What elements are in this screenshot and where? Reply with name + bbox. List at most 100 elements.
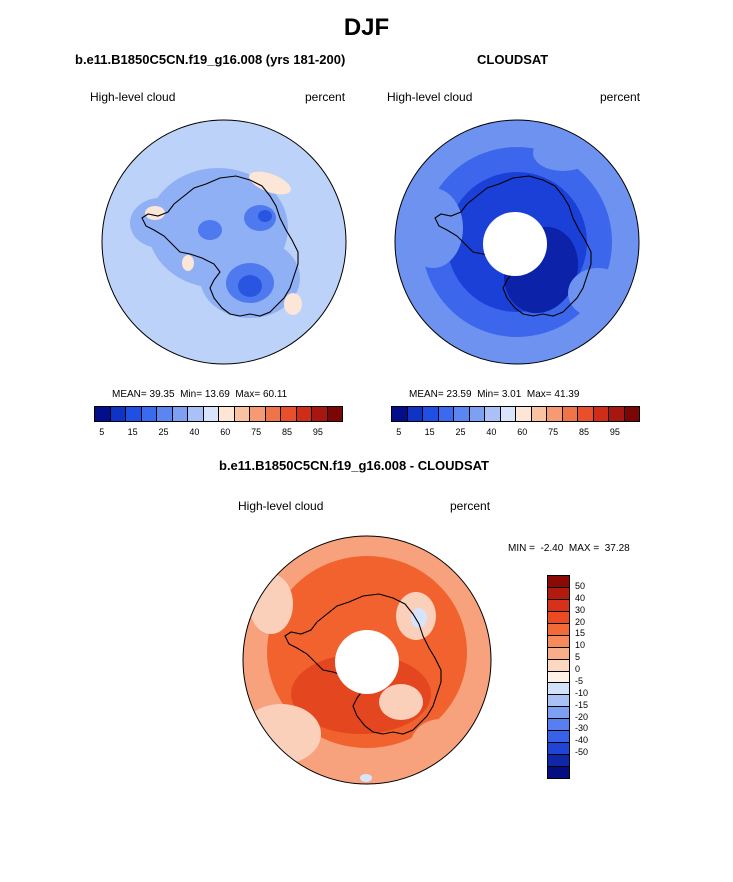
- panel1-colorbar-swatch: [126, 407, 142, 421]
- panel2-colorbar-swatch: [593, 407, 609, 421]
- panel1-colorbar-swatch: [296, 407, 312, 421]
- panel3-colorbar-swatch: [548, 743, 569, 756]
- panel1-colorbar-swatch: [327, 407, 342, 421]
- panel2-units-label: percent: [600, 90, 641, 104]
- panel2-cloud-region: [568, 268, 628, 318]
- panel3-colorbar-swatch: [548, 671, 569, 684]
- panel1-colorbar-tick-label: 60: [220, 427, 231, 437]
- panel2-colorbar: [391, 406, 640, 422]
- panel3-colorbar-swatch: [548, 576, 569, 588]
- panel3-variable-label: High-level cloud: [238, 499, 324, 513]
- panel3-coastline: [284, 593, 442, 735]
- panel2-cloud-region: [403, 188, 463, 268]
- panel3-polar-gap: [335, 630, 399, 694]
- panel3-diff-region: [411, 719, 471, 769]
- panel2-colorbar-swatch: [562, 407, 578, 421]
- panel3-polar-map: [242, 535, 492, 785]
- panel1-min-value: 13.69: [204, 389, 230, 400]
- panel3-colorbar-tick-label: 20: [575, 616, 586, 627]
- panel3-colorbar-swatch: [548, 587, 569, 600]
- panel1-units-label: percent: [305, 90, 346, 104]
- panel3-colorbar-swatch: [548, 707, 569, 720]
- panel1-colorbar-swatch: [172, 407, 188, 421]
- panel3-stats: MIN = -2.40 MAX = 37.28: [508, 543, 630, 554]
- panel2-colorbar-tick-label: 95: [609, 427, 620, 437]
- panel3-min-value: -2.40: [540, 543, 564, 554]
- panel3-cold-region: [411, 608, 427, 628]
- panel3-units-label: percent: [450, 499, 491, 513]
- panel1-cloud-region: [258, 210, 272, 222]
- panel2-colorbar-tick-label: 15: [424, 427, 435, 437]
- panel2-colorbar-swatch: [469, 407, 485, 421]
- panel2-stats: MEAN= 23.59 Min= 3.01 Max= 41.39: [409, 389, 580, 400]
- panel1-colorbar-swatch: [203, 407, 219, 421]
- panel3-colorbar-swatch: [548, 623, 569, 636]
- panel1-cloud-region: [198, 220, 222, 240]
- panel3-diff-region: [243, 704, 321, 764]
- panel1-colorbar-tick-label: 75: [251, 427, 262, 437]
- panel3-colorbar-swatch: [548, 719, 569, 732]
- panel1-colorbar-swatch: [312, 407, 328, 421]
- panel3-colorbar-tick-label: -20: [575, 711, 589, 722]
- panel3-diff-region: [379, 684, 423, 720]
- panel2-colorbar-swatch: [454, 407, 470, 421]
- panel3-colorbar: [547, 575, 570, 779]
- panel2-colorbar-swatch: [500, 407, 516, 421]
- panel1-colorbar-swatch: [157, 407, 173, 421]
- panel1-warm-region: [182, 255, 194, 271]
- panel2-colorbar-swatch: [609, 407, 625, 421]
- panel1-colorbar-tick-label: 40: [189, 427, 200, 437]
- panel3-colorbar-swatch: [548, 599, 569, 612]
- panel2-colorbar-swatch: [547, 407, 563, 421]
- panel2-colorbar-swatch: [438, 407, 454, 421]
- panel3-colorbar-tick-label: 40: [575, 592, 586, 603]
- panel1-colorbar-swatch: [234, 407, 250, 421]
- panel1-title: b.e11.B1850C5CN.f19_g16.008 (yrs 181-200…: [75, 52, 346, 67]
- panel3-colorbar-tick-label: -5: [575, 675, 584, 686]
- panel1-colorbar-swatch: [265, 407, 281, 421]
- panel1-colorbar-swatch: [95, 407, 111, 421]
- panel2-colorbar-swatch: [485, 407, 501, 421]
- panel1-colorbar-tick-label: 85: [281, 427, 292, 437]
- panel3-colorbar-swatch: [548, 635, 569, 648]
- panel2-colorbar-tick-label: 40: [486, 427, 497, 437]
- panel2-colorbar-swatch: [531, 407, 547, 421]
- panel3-colorbar-tick-label: 5: [575, 652, 581, 663]
- panel3-title: b.e11.B1850C5CN.f19_g16.008 - CLOUDSAT: [219, 458, 489, 473]
- panel1-colorbar-swatch: [141, 407, 157, 421]
- panel1-polar-map: [101, 119, 347, 365]
- panel2-mean-value: 23.59: [446, 389, 472, 400]
- panel3-cold-region: [360, 774, 372, 782]
- panel1-cloud-region: [238, 275, 262, 297]
- panel3-colorbar-tick-label: 30: [575, 604, 586, 615]
- panel3-colorbar-tick-label: -30: [575, 723, 589, 734]
- panel2-colorbar-swatch: [423, 407, 439, 421]
- main-title: DJF: [343, 14, 390, 41]
- panel2-colorbar-tick-label: 75: [548, 427, 559, 437]
- panel1-colorbar-swatch: [281, 407, 297, 421]
- panel1-colorbar-swatch: [188, 407, 204, 421]
- panel2-polar-map: [394, 119, 640, 365]
- panel2-polar-gap: [483, 212, 547, 276]
- panel1-max-value: 60.11: [262, 389, 288, 400]
- panel2-variable-label: High-level cloud: [387, 90, 473, 104]
- panel2-colorbar-tick-label: 60: [517, 427, 528, 437]
- panel3-colorbar-tick-label: -50: [575, 747, 589, 758]
- panel2-min-value: 3.01: [501, 389, 522, 400]
- panel2-colorbar-tick-label: 25: [455, 427, 466, 437]
- panel2-colorbar-swatch: [392, 407, 408, 421]
- panel3-colorbar-tick-label: 0: [575, 664, 581, 675]
- panel1-warm-region: [284, 293, 302, 315]
- panel3-colorbar-swatch: [548, 767, 569, 778]
- panel1-colorbar-tick-label: 5: [99, 427, 105, 437]
- panel2-coastline: [434, 175, 592, 317]
- panel1-warm-region: [249, 171, 291, 195]
- panel1-mean-value: 39.35: [149, 389, 175, 400]
- panel1-cloud-region: [130, 198, 190, 248]
- panel2-max-value: 41.39: [554, 389, 580, 400]
- panel1-stats: MEAN= 39.35 Min= 13.69 Max= 60.11: [112, 389, 288, 400]
- panel3-colorbar-swatch: [548, 647, 569, 660]
- panel1-colorbar-swatch: [250, 407, 266, 421]
- panel3-colorbar-swatch: [548, 755, 569, 767]
- panel1-colorbar: [94, 406, 343, 422]
